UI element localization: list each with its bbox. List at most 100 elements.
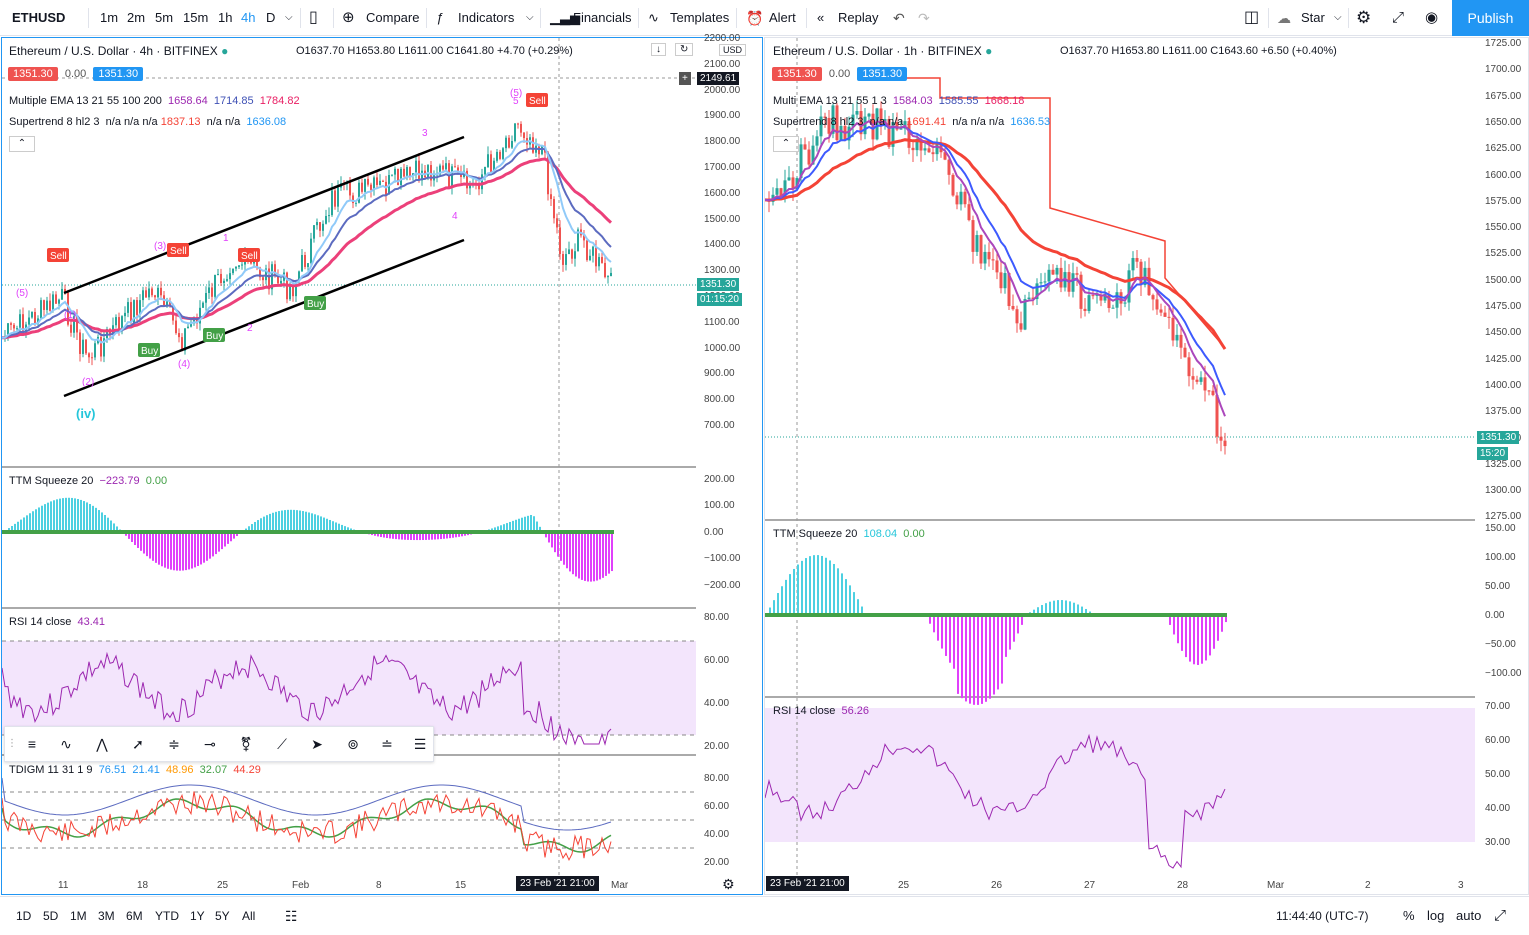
range-YTD[interactable]: YTD bbox=[155, 897, 179, 935]
left-supertrend-legend[interactable]: Supertrend 8 hl2 3 n/a n/a n/a 1837.13 n… bbox=[9, 116, 286, 128]
interval-4h[interactable]: 4h bbox=[241, 0, 255, 36]
settings-sliders-icon[interactable]: ☰ bbox=[407, 727, 433, 761]
financials-button[interactable]: Financials bbox=[573, 0, 632, 36]
trendline-icon[interactable]: ⟋ bbox=[269, 727, 295, 761]
ttm-bar bbox=[569, 532, 571, 571]
fullscreen-icon[interactable]: ⤢ bbox=[1392, 0, 1404, 36]
bid-price[interactable]: 1351.30 bbox=[8, 67, 58, 81]
plus-circle-icon[interactable]: ⊕ bbox=[342, 0, 355, 36]
bid-price[interactable]: 1351.30 bbox=[772, 67, 822, 81]
templates-button[interactable]: Templates bbox=[670, 0, 729, 36]
gear-icon[interactable]: ⚙ bbox=[722, 876, 735, 893]
indicators-button[interactable]: Indicators bbox=[458, 0, 514, 36]
range-3M[interactable]: 3M bbox=[98, 897, 115, 935]
candle-style-icon[interactable]: ▯ bbox=[309, 0, 318, 36]
right-chart-canvas[interactable] bbox=[765, 38, 1475, 876]
ttm-bar bbox=[299, 511, 301, 532]
right-ttm-legend[interactable]: TTM Squeeze 20 108.04 0.00 bbox=[773, 528, 925, 540]
left-price-tick: 2100.00 bbox=[704, 59, 740, 70]
redo-icon[interactable]: ↷ bbox=[918, 0, 930, 36]
range-1D[interactable]: 1D bbox=[16, 897, 31, 935]
interval-D[interactable]: D bbox=[266, 0, 275, 36]
candle-body bbox=[565, 254, 567, 265]
candle-body bbox=[94, 343, 96, 357]
camera-icon[interactable]: ◉ bbox=[1425, 0, 1438, 36]
chevron-down-icon[interactable]: ⌵ bbox=[1334, 0, 1342, 36]
date-range-icon[interactable]: ☷ bbox=[285, 897, 298, 935]
ttm-bar bbox=[191, 532, 193, 569]
left-ema-legend[interactable]: Multiple EMA 13 21 55 100 200 1658.64 17… bbox=[9, 95, 300, 107]
right-rsi-tick: 60.00 bbox=[1485, 735, 1510, 746]
chevron-down-icon[interactable]: ⌵ bbox=[526, 0, 534, 36]
publish-button[interactable]: Publish bbox=[1452, 0, 1529, 36]
horizontal-ray-icon[interactable]: ⊸ bbox=[197, 727, 223, 761]
range-5D[interactable]: 5D bbox=[43, 897, 58, 935]
ttm-bar bbox=[805, 558, 807, 615]
fib-channel-icon[interactable]: ≑ bbox=[161, 727, 187, 761]
candle-body bbox=[776, 188, 779, 195]
timezone-clock[interactable]: 11:44:40 (UTC-7) bbox=[1276, 897, 1368, 935]
range-1Y[interactable]: 1Y bbox=[190, 897, 205, 935]
fullscreen-icon[interactable]: ⤢ bbox=[1494, 897, 1506, 935]
range-6M[interactable]: 6M bbox=[126, 897, 143, 935]
replay-button[interactable]: Replay bbox=[838, 0, 878, 36]
log-toggle[interactable]: log bbox=[1427, 897, 1444, 935]
top-toolbar: ETHUSD 1m 2m 5m 15m 1h 4h D ⌵ ▯ ⊕ Compar… bbox=[0, 0, 1529, 36]
fib-spiral-icon[interactable]: ⊚ bbox=[340, 727, 366, 761]
left-rsi-legend[interactable]: RSI 14 close 43.41 bbox=[9, 616, 105, 628]
left-bid-ask[interactable]: 1351.30 0.00 1351.30 bbox=[8, 67, 143, 81]
right-bid-ask[interactable]: 1351.30 0.00 1351.30 bbox=[772, 67, 907, 81]
gear-icon[interactable]: ⚙ bbox=[1356, 0, 1371, 36]
range-All[interactable]: All bbox=[242, 897, 255, 935]
interval-1m[interactable]: 1m bbox=[100, 0, 118, 36]
left-price-tick: 2000.00 bbox=[704, 85, 740, 96]
candle-body bbox=[262, 277, 264, 280]
interval-1h[interactable]: 1h bbox=[218, 0, 232, 36]
ema-fast-line bbox=[765, 121, 1225, 416]
parallel-channel-icon[interactable]: ≐ bbox=[374, 727, 400, 761]
left-tdi-legend[interactable]: TDIGM 11 31 1 9 76.51 21.41 48.96 32.07 … bbox=[9, 764, 261, 776]
undo-icon[interactable]: ↶ bbox=[893, 0, 905, 36]
percent-toggle[interactable]: % bbox=[1403, 897, 1415, 935]
interval-15m[interactable]: 15m bbox=[183, 0, 208, 36]
currency-label[interactable]: USD bbox=[719, 44, 746, 56]
alert-button[interactable]: Alert bbox=[769, 0, 796, 36]
drag-handle-icon[interactable]: ⋮ bbox=[7, 727, 15, 761]
plus-icon[interactable]: + bbox=[679, 72, 691, 85]
candle-body bbox=[541, 146, 543, 154]
chevron-down-icon[interactable]: ⌵ bbox=[285, 0, 293, 36]
vertical-lines-icon[interactable]: ⚧ bbox=[233, 727, 259, 761]
candle-body bbox=[924, 148, 927, 150]
compare-button[interactable]: Compare bbox=[366, 0, 419, 36]
ttm-bar bbox=[83, 501, 85, 532]
candle-body bbox=[52, 294, 54, 310]
arrow-down-icon[interactable]: ↓ bbox=[651, 43, 666, 56]
ttm-bar bbox=[221, 532, 223, 549]
interval-5m[interactable]: 5m bbox=[155, 0, 173, 36]
star-button[interactable]: Star bbox=[1301, 0, 1325, 36]
right-ema-legend[interactable]: Multi EMA 13 21 55 1 3 1584.03 1585.55 1… bbox=[773, 95, 1024, 107]
pattern-icon[interactable]: ➤ bbox=[304, 727, 330, 761]
refresh-icon[interactable]: ↻ bbox=[675, 43, 693, 56]
horizontal-lines-icon[interactable]: ≡ bbox=[19, 727, 45, 761]
candle-body bbox=[415, 161, 417, 174]
symbol-search[interactable]: ETHUSD bbox=[12, 0, 65, 36]
ask-price[interactable]: 1351.30 bbox=[857, 67, 907, 81]
right-rsi-legend[interactable]: RSI 14 close 56.26 bbox=[773, 705, 869, 717]
ttm-bar bbox=[296, 510, 298, 532]
layout-icon[interactable]: ◫ bbox=[1244, 0, 1259, 36]
interval-2m[interactable]: 2m bbox=[127, 0, 145, 36]
candle-body bbox=[58, 300, 60, 304]
trend-path-icon[interactable]: ➚ bbox=[125, 727, 151, 761]
auto-toggle[interactable]: auto bbox=[1456, 897, 1481, 935]
collapse-legend-button[interactable]: ⌃ bbox=[9, 136, 35, 152]
range-5Y[interactable]: 5Y bbox=[215, 897, 230, 935]
candle-body bbox=[1168, 317, 1171, 318]
left-ttm-legend[interactable]: TTM Squeeze 20 −223.79 0.00 bbox=[9, 475, 167, 487]
wave-1-5-icon[interactable]: ∿ bbox=[53, 727, 79, 761]
right-supertrend-legend[interactable]: Supertrend 8 hl2 3 n/a n/a 1691.41 n/a n… bbox=[773, 116, 1050, 128]
wave-abc-icon[interactable]: ⋀ bbox=[89, 727, 115, 761]
range-1M[interactable]: 1M bbox=[70, 897, 87, 935]
collapse-legend-button[interactable]: ⌃ bbox=[773, 136, 799, 152]
ask-price[interactable]: 1351.30 bbox=[93, 67, 143, 81]
